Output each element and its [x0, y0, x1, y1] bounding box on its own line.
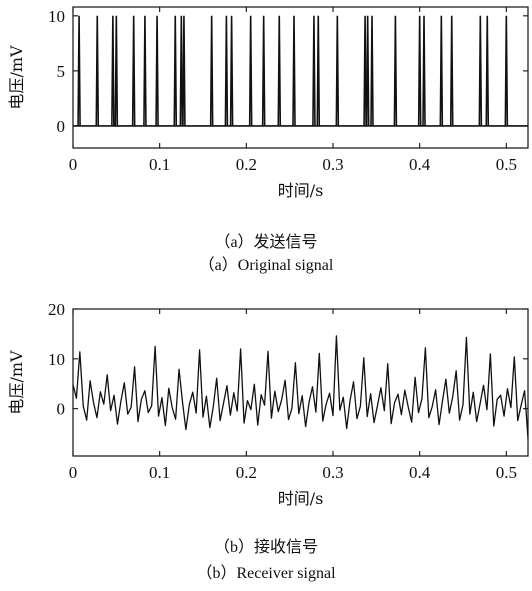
chart-a-pulse — [365, 15, 370, 126]
chart-a-pulse — [277, 15, 282, 126]
chart-a-pulse — [370, 15, 374, 126]
chart-b-ytick-label: 10 — [48, 350, 65, 369]
chart-b-axes-frame — [72, 308, 529, 457]
chart-a-pulse — [363, 15, 367, 126]
chart-a-pulse — [95, 15, 100, 126]
chart-a-ylabel: 电压/mV — [7, 45, 26, 110]
chart-b-xtick-label: 0.3 — [322, 463, 343, 482]
chart-a-pulse — [449, 15, 454, 126]
chart-a-axes-frame — [72, 6, 529, 149]
chart-a-ytick-label: 10 — [48, 7, 65, 26]
chart-a-pulse — [77, 15, 81, 126]
chart-a-original-signal: 0 0.1 0.2 0.3 0.4 0.5 0 5 10 时间/s 电压/mV — [7, 6, 529, 200]
chart-a-ytick-label: 5 — [57, 62, 66, 81]
chart-b-ytick-label: 20 — [48, 300, 65, 319]
chart-a-pulse — [504, 15, 509, 126]
chart-a-pulse — [179, 15, 184, 126]
chart-a-pulse — [261, 15, 266, 126]
chart-b-ytick-label: 0 — [57, 400, 66, 419]
chart-a-pulse — [182, 15, 186, 126]
chart-a-pulse — [209, 15, 214, 126]
chart-a-pulse — [316, 15, 321, 126]
chart-a-pulse — [224, 15, 229, 126]
chart-b-signal-line — [72, 335, 529, 439]
chart-a-xtick-label: 0.1 — [149, 155, 170, 174]
chart-b-xtick-label: 0.5 — [496, 463, 517, 482]
chart-b-xtick-label: 0 — [69, 463, 78, 482]
chart-b-ylabel: 电压/mV — [7, 350, 26, 415]
chart-a-xtick-label: 0 — [69, 155, 78, 174]
chart-a-pulse — [143, 15, 147, 126]
chart-b-receiver-signal: 0 0.1 0.2 0.3 0.4 0.5 0 10 20 时间/s 电压/mV — [7, 300, 529, 508]
chart-a-pulse — [173, 15, 178, 126]
chart-b-xtick-label: 0.4 — [409, 463, 431, 482]
chart-a-ytick-label: 0 — [57, 117, 66, 136]
chart-b-xtick-label: 0.2 — [236, 463, 257, 482]
chart-a-pulse — [485, 15, 490, 126]
chart-a-pulse — [229, 15, 234, 126]
chart-a-pulse — [393, 15, 398, 126]
chart-a-caption-cn: （a）发送信号 — [214, 234, 318, 251]
chart-a-xtick-label: 0.3 — [322, 155, 343, 174]
chart-b-xlabel: 时间/s — [278, 489, 324, 508]
chart-a-caption-en: （a）Original signal — [198, 257, 334, 274]
chart-a-pulse — [439, 15, 444, 126]
chart-a-pulse — [292, 15, 296, 126]
chart-a-pulse — [131, 15, 136, 126]
chart-a-pulse — [248, 15, 253, 126]
chart-a-xtick-label: 0.4 — [409, 155, 431, 174]
chart-a-pulse — [114, 15, 119, 126]
chart-a-pulse — [111, 15, 115, 126]
chart-a-pulse — [155, 15, 159, 126]
chart-a-pulse — [422, 15, 426, 126]
chart-a-xlabel: 时间/s — [278, 181, 324, 200]
chart-b-caption-cn: （b）接收信号 — [213, 539, 318, 556]
chart-a-pulse — [417, 15, 422, 126]
chart-a-xtick-label: 0.2 — [236, 155, 257, 174]
chart-a-pulse — [478, 15, 483, 126]
chart-a-pulse — [335, 15, 340, 126]
chart-a-pulse — [312, 15, 316, 126]
chart-a-xtick-label: 0.5 — [496, 155, 517, 174]
chart-b-caption-en: （b）Receiver signal — [196, 565, 336, 582]
chart-b-xtick-label: 0.1 — [149, 463, 170, 482]
